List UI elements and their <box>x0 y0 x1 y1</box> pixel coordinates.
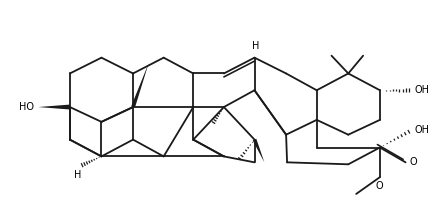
Text: O: O <box>374 181 382 191</box>
Text: OH: OH <box>414 125 428 135</box>
Text: H: H <box>251 41 259 51</box>
Polygon shape <box>131 63 148 108</box>
Text: OH: OH <box>414 85 428 95</box>
Polygon shape <box>38 104 70 110</box>
Polygon shape <box>252 139 264 162</box>
Text: H: H <box>74 170 81 180</box>
Text: O: O <box>408 157 416 167</box>
Text: HO: HO <box>19 102 34 112</box>
